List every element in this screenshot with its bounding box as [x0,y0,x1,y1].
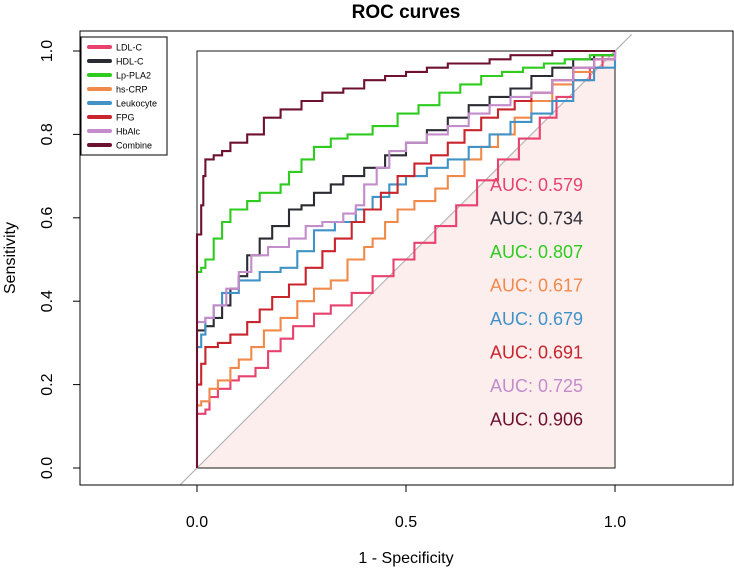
auc-label: AUC: 0.617 [490,276,583,296]
legend-label: LDL-C [116,43,143,53]
legend-label: HbAlc [116,127,141,137]
roc-line-ldl-c [195,51,617,418]
plot-area: 0.0 0.5 1.0 0.0 0.2 0.4 0.6 0.8 1.0 [39,30,734,531]
roc-line-fpg [197,51,617,386]
y-tick-label: 0.0 [39,457,56,479]
x-axis-label: 1 - Specificity [358,550,453,567]
auc-label: AUC: 0.691 [490,343,583,363]
x-tick-label: 1.0 [604,514,626,531]
auc-label: AUC: 0.807 [490,242,583,262]
legend: LDL-C HDL-C Lp-PLA2 hs-CRP Leukocyte FPG HbAlc… [80,36,168,156]
legend-label: HDL-C [116,57,144,67]
legend-label: FPG [116,113,135,123]
x-tick-label: 0.5 [395,514,417,531]
y-tick-label: 1.0 [39,40,56,62]
legend-label: Lp-PLA2 [116,71,151,81]
auc-label: AUC: 0.679 [490,309,583,329]
y-tick-label: 0.8 [39,123,56,145]
roc-line-hbalc [197,51,617,324]
legend-label: hs-CRP [116,85,148,95]
auc-label: AUC: 0.906 [490,410,583,430]
roc-line-leukocyte [197,51,617,349]
y-tick-label: 0.2 [39,373,56,395]
y-tick-label: 0.4 [39,290,56,312]
legend-label: Leukocyte [116,99,157,109]
legend-label: Combine [116,141,152,151]
roc-line-lp-pla2 [197,51,617,274]
auc-label: AUC: 0.734 [490,209,583,229]
x-tick-label: 0.0 [186,514,208,531]
auc-label: AUC: 0.725 [490,376,583,396]
y-axis-label: Sensitivity [2,222,19,294]
roc-line-combine [195,49,615,468]
auc-label: AUC: 0.579 [490,175,583,195]
roc-line-hs-crp [197,51,617,407]
auc-labels: AUC: 0.579 AUC: 0.734 AUC: 0.807 AUC: 0.617… [490,175,583,430]
y-tick-label: 0.6 [39,207,56,229]
legend-box [80,36,168,156]
chart-title: ROC curves [352,2,461,23]
